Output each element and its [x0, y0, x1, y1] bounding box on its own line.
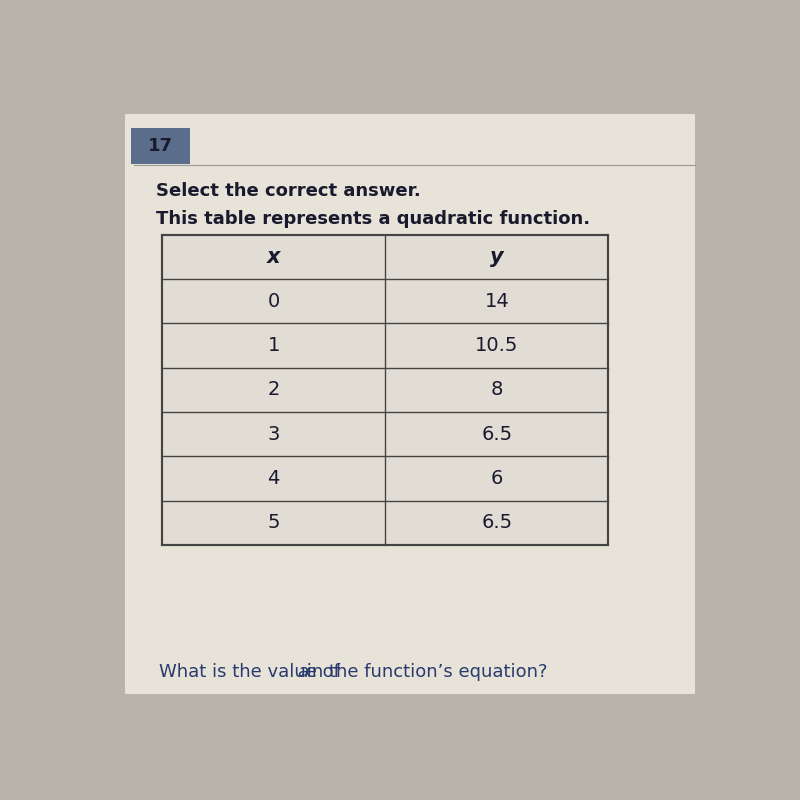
Text: 1: 1	[267, 336, 280, 355]
Text: 2: 2	[267, 380, 280, 399]
Text: x: x	[267, 246, 280, 266]
Text: This table represents a quadratic function.: This table represents a quadratic functi…	[156, 210, 590, 228]
FancyBboxPatch shape	[125, 114, 695, 694]
Text: What is the value of: What is the value of	[159, 663, 346, 681]
Bar	[162, 234, 608, 545]
FancyBboxPatch shape	[131, 128, 190, 164]
Text: 17: 17	[148, 137, 174, 155]
Text: 6: 6	[490, 469, 503, 488]
Text: 6.5: 6.5	[482, 425, 512, 444]
Text: in the function’s equation?: in the function’s equation?	[301, 663, 548, 681]
Text: 10.5: 10.5	[475, 336, 518, 355]
Text: 8: 8	[490, 380, 503, 399]
Text: 0: 0	[267, 292, 280, 310]
Text: a: a	[297, 663, 308, 681]
Text: Select the correct answer.: Select the correct answer.	[156, 182, 421, 201]
Text: y: y	[490, 246, 504, 266]
Text: 5: 5	[267, 514, 280, 532]
Text: 14: 14	[485, 292, 509, 310]
Text: 6.5: 6.5	[482, 514, 512, 532]
Text: 3: 3	[267, 425, 280, 444]
Text: 4: 4	[267, 469, 280, 488]
